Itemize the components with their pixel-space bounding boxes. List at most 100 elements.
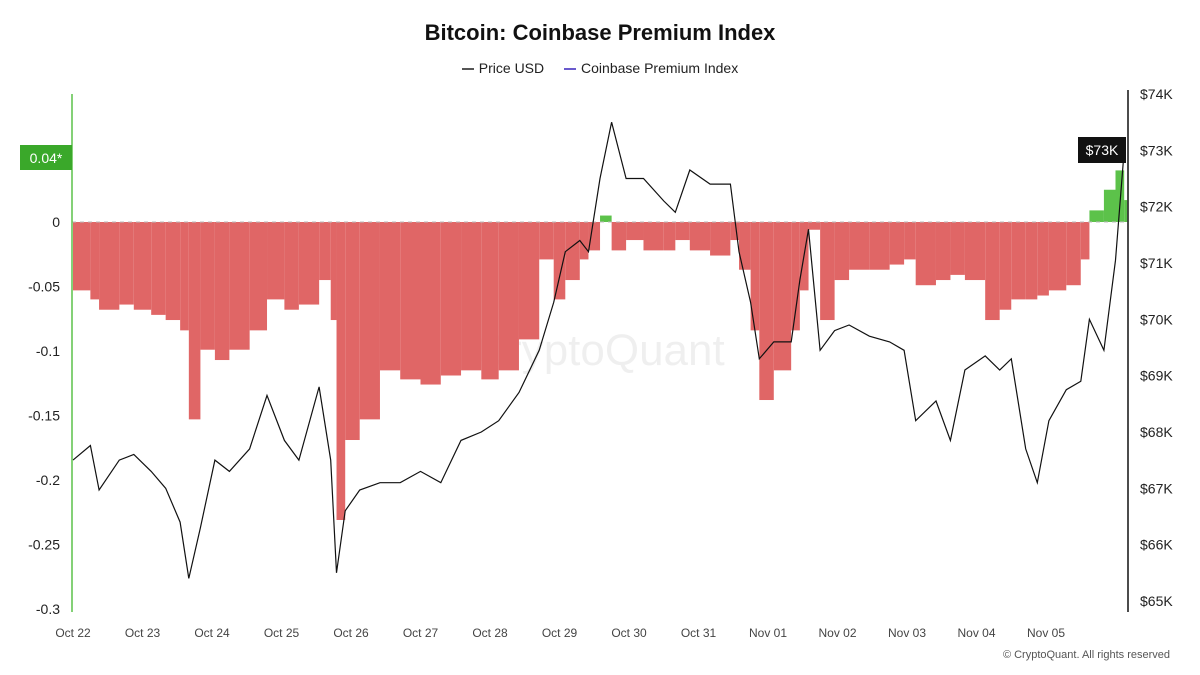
left-axis-tick: -0.2 bbox=[36, 472, 60, 488]
premium-bar bbox=[200, 222, 215, 350]
copyright-footer: © CryptoQuant. All rights reserved bbox=[1002, 649, 1170, 661]
premium-bar bbox=[1066, 222, 1081, 286]
x-axis-tick: Oct 28 bbox=[472, 626, 508, 640]
premium-bar bbox=[1080, 222, 1090, 260]
premium-bar bbox=[750, 222, 760, 331]
x-axis-tick: Oct 27 bbox=[403, 626, 439, 640]
price-line bbox=[72, 122, 1125, 579]
x-axis-tick: Nov 05 bbox=[1027, 626, 1065, 640]
right-axis-tick: $71K bbox=[1140, 255, 1173, 271]
x-axis-tick: Oct 26 bbox=[333, 626, 369, 640]
premium-bar bbox=[1115, 170, 1125, 222]
premium-bar bbox=[999, 222, 1012, 310]
x-axis-tick: Nov 03 bbox=[888, 626, 926, 640]
x-axis-tick: Oct 25 bbox=[264, 626, 300, 640]
right-axis-tick: $68K bbox=[1140, 424, 1173, 440]
premium-bar bbox=[298, 222, 320, 305]
premium-bar bbox=[518, 222, 540, 340]
right-axis-tick: $74K bbox=[1140, 86, 1173, 102]
premium-bar bbox=[904, 222, 916, 260]
premium-bar bbox=[643, 222, 664, 251]
premium-bar bbox=[73, 222, 91, 291]
premium-bar bbox=[611, 222, 627, 251]
premium-bar bbox=[420, 222, 441, 385]
premium-bar bbox=[229, 222, 250, 350]
premium-bar bbox=[1048, 222, 1067, 291]
right-axis-tick: $65K bbox=[1140, 593, 1173, 609]
premium-bar bbox=[1103, 189, 1116, 222]
legend-label-premium: Coinbase Premium Index bbox=[581, 60, 739, 76]
premium-bar bbox=[165, 222, 181, 321]
premium-bar bbox=[336, 222, 346, 520]
premium-bar bbox=[689, 222, 711, 251]
premium-bar bbox=[808, 222, 821, 230]
premium-bar bbox=[359, 222, 380, 420]
premium-bar bbox=[151, 222, 166, 315]
premium-bar bbox=[834, 222, 850, 281]
x-axis-tick: Nov 02 bbox=[818, 626, 856, 640]
premium-bar bbox=[400, 222, 421, 380]
legend-item-price[interactable]: Price USD bbox=[461, 60, 545, 76]
premium-bar bbox=[1025, 222, 1038, 300]
current-price-label: $73K bbox=[1086, 142, 1119, 158]
premium-bar bbox=[330, 222, 337, 321]
premium-bar bbox=[214, 222, 230, 361]
premium-bar bbox=[99, 222, 120, 310]
right-axis-tick: $70K bbox=[1140, 311, 1173, 327]
premium-bar bbox=[730, 222, 740, 241]
premium-bar bbox=[663, 222, 676, 251]
x-axis-tick: Nov 01 bbox=[749, 626, 787, 640]
premium-bar bbox=[188, 222, 201, 420]
premium-bar bbox=[1089, 210, 1104, 222]
premium-bar bbox=[759, 222, 774, 401]
premium-bar bbox=[889, 222, 905, 265]
premium-bar bbox=[90, 222, 100, 300]
right-axis-tick: $73K bbox=[1140, 142, 1173, 158]
premium-bar bbox=[440, 222, 462, 376]
premium-bar bbox=[461, 222, 482, 371]
right-axis-tick: $72K bbox=[1140, 199, 1173, 215]
premium-bar bbox=[319, 222, 331, 281]
x-axis-tick: Oct 22 bbox=[55, 626, 91, 640]
premium-bar bbox=[133, 222, 152, 310]
premium-bar bbox=[1124, 200, 1128, 222]
left-axis-tick: -0.3 bbox=[36, 601, 60, 617]
legend-label-price: Price USD bbox=[478, 60, 545, 76]
premium-bar bbox=[345, 222, 360, 441]
premium-bar bbox=[849, 222, 870, 270]
premium-bar bbox=[119, 222, 134, 305]
premium-bar bbox=[498, 222, 519, 371]
chart-title: Bitcoin: Coinbase Premium Index bbox=[424, 20, 776, 45]
premium-bar bbox=[1011, 222, 1026, 300]
premium-bar bbox=[710, 222, 731, 256]
legend-swatch-price bbox=[461, 68, 474, 71]
x-axis-tick: Oct 24 bbox=[194, 626, 230, 640]
premium-bar bbox=[964, 222, 986, 281]
premium-bar bbox=[579, 222, 589, 260]
premium-bar bbox=[950, 222, 965, 275]
x-axis-tick: Oct 29 bbox=[542, 626, 578, 640]
premium-bar bbox=[626, 222, 644, 241]
premium-bar bbox=[773, 222, 792, 371]
legend-item-premium[interactable]: Coinbase Premium Index bbox=[564, 60, 738, 76]
left-axis-tick: -0.15 bbox=[28, 408, 60, 424]
left-axis-tick: -0.25 bbox=[28, 537, 60, 553]
premium-bar bbox=[539, 222, 554, 260]
premium-bar bbox=[600, 215, 612, 222]
premium-bar bbox=[739, 222, 751, 270]
right-axis-tick: $69K bbox=[1140, 368, 1173, 384]
x-axis-tick: Oct 23 bbox=[125, 626, 161, 640]
premium-bar bbox=[249, 222, 268, 331]
premium-bar bbox=[180, 222, 189, 331]
premium-bar bbox=[869, 222, 890, 270]
current-premium-label: 0.04* bbox=[30, 150, 63, 166]
premium-bar bbox=[791, 222, 800, 331]
premium-bar bbox=[985, 222, 1000, 321]
x-axis-tick: Oct 30 bbox=[611, 626, 647, 640]
current-premium-badge bbox=[20, 145, 72, 170]
left-axis-tick: -0.1 bbox=[36, 343, 60, 359]
right-axis-tick: $66K bbox=[1140, 537, 1173, 553]
left-axis-tick: -0.05 bbox=[28, 279, 60, 295]
legend: Price USD Coinbase Premium Index bbox=[0, 60, 1200, 76]
